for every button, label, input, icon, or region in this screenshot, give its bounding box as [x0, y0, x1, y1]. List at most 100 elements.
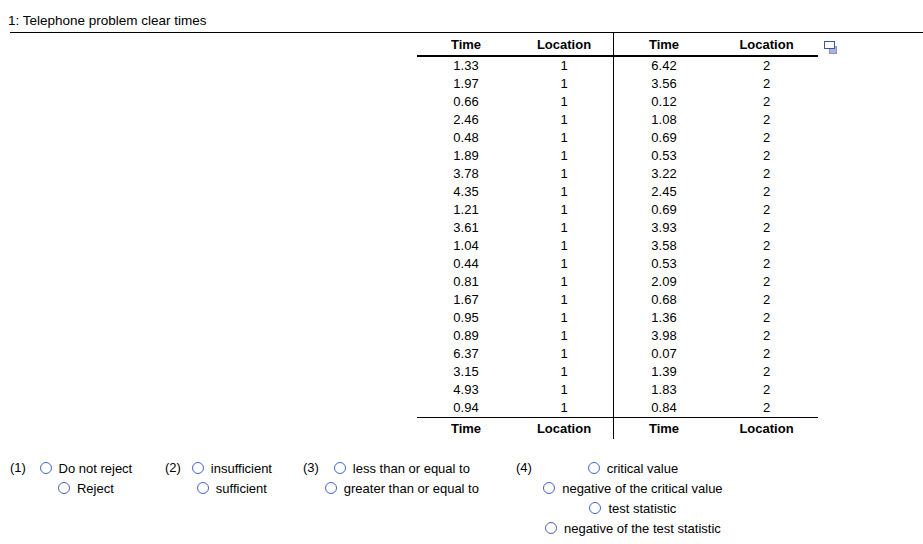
table-cell: 1 — [515, 147, 613, 165]
table-cell: 3.98 — [613, 327, 715, 345]
column-footer-time-2: Time — [613, 421, 715, 436]
question-1: (1) Do not reject Reject — [10, 458, 140, 498]
radio-option-negative-of-the-test-statistic[interactable]: negative of the test statistic — [545, 518, 721, 538]
table-cell: 3.93 — [613, 219, 715, 237]
table-cell: 2.46 — [417, 111, 515, 129]
radio-option-sufficient[interactable]: sufficient — [197, 478, 267, 498]
table-cell: 0.48 — [417, 129, 515, 147]
table-cell: 1 — [515, 201, 613, 219]
table-cell: 4.35 — [417, 183, 515, 201]
table-row: 0.6610.122 — [417, 93, 818, 111]
radio-label: test statistic — [608, 501, 676, 516]
table-row: 0.8913.982 — [417, 327, 818, 345]
table-cell: 2 — [715, 399, 818, 417]
table-cell: 1.39 — [613, 363, 715, 381]
table-cell: 1 — [515, 255, 613, 273]
radio-option-test-statistic[interactable]: test statistic — [589, 498, 676, 518]
table-row: 3.7813.222 — [417, 165, 818, 183]
table-cell: 2 — [715, 201, 818, 219]
table-cell: 0.68 — [613, 291, 715, 309]
table-cell: 0.81 — [417, 273, 515, 291]
column-header-location-2: Location — [715, 37, 818, 52]
table-cell: 1 — [515, 345, 613, 363]
radio-option-reject[interactable]: Reject — [58, 478, 114, 498]
table-cell: 2 — [715, 147, 818, 165]
table-cell: 1.97 — [417, 75, 515, 93]
radio-icon[interactable] — [58, 482, 70, 494]
radio-icon[interactable] — [545, 522, 557, 534]
question-4-options: critical value negative of the critical … — [538, 458, 728, 538]
column-header-time-2: Time — [613, 37, 715, 52]
table-cell: 1 — [515, 363, 613, 381]
table-cell: 1 — [515, 165, 613, 183]
table-cell: 3.56 — [613, 75, 715, 93]
radio-label: Reject — [77, 481, 114, 496]
table-row: 1.3316.422 — [417, 57, 818, 75]
radio-option-critical-value[interactable]: critical value — [588, 458, 679, 478]
table-cell: 6.42 — [613, 57, 715, 75]
radio-icon[interactable] — [543, 482, 555, 494]
table-row: 3.6113.932 — [417, 219, 818, 237]
radio-option-greater-than-or-equal-to[interactable]: greater than or equal to — [325, 478, 479, 498]
page-title: 1: Telephone problem clear times — [8, 13, 207, 28]
question-1-number: (1) — [10, 458, 26, 478]
table-cell: 0.44 — [417, 255, 515, 273]
table-cell: 2 — [715, 111, 818, 129]
duplicate-window-icon[interactable] — [824, 41, 840, 56]
table-cell: 0.07 — [613, 345, 715, 363]
table-cell: 1 — [515, 309, 613, 327]
radio-label: negative of the test statistic — [564, 521, 721, 536]
table-cell: 1 — [515, 291, 613, 309]
table-header-row: Time Location Time Location — [417, 33, 818, 57]
radio-option-negative-of-the-critical-value[interactable]: negative of the critical value — [543, 478, 722, 498]
table-cell: 2 — [715, 57, 818, 75]
table-cell: 1.36 — [613, 309, 715, 327]
table-cell: 2.09 — [613, 273, 715, 291]
radio-icon[interactable] — [192, 462, 204, 474]
column-footer-location-1: Location — [515, 421, 613, 436]
question-4-number: (4) — [516, 458, 532, 478]
table-cell: 2 — [715, 93, 818, 111]
radio-label: critical value — [607, 461, 679, 476]
table-body: 1.3316.4221.9713.5620.6610.1222.4611.082… — [417, 57, 818, 417]
radio-icon[interactable] — [325, 482, 337, 494]
table-cell: 2 — [715, 165, 818, 183]
table-cell: 1.04 — [417, 237, 515, 255]
table-cell: 0.12 — [613, 93, 715, 111]
question-1-options: Do not reject Reject — [32, 458, 140, 498]
table-cell: 3.61 — [417, 219, 515, 237]
radio-option-do-not-reject[interactable]: Do not reject — [40, 458, 133, 478]
table-cell: 0.95 — [417, 309, 515, 327]
table-row: 6.3710.072 — [417, 345, 818, 363]
radio-icon[interactable] — [588, 462, 600, 474]
table-cell: 1.21 — [417, 201, 515, 219]
table-cell: 3.78 — [417, 165, 515, 183]
table-cell: 6.37 — [417, 345, 515, 363]
table-cell: 0.66 — [417, 93, 515, 111]
table-cell: 2 — [715, 129, 818, 147]
table-row: 4.3512.452 — [417, 183, 818, 201]
table-cell: 1 — [515, 129, 613, 147]
radio-icon[interactable] — [589, 502, 601, 514]
table-cell: 1 — [515, 93, 613, 111]
radio-option-less-than-or-equal-to[interactable]: less than or equal to — [334, 458, 470, 478]
radio-option-insufficient[interactable]: insufficient — [192, 458, 272, 478]
column-header-location-1: Location — [515, 37, 613, 52]
radio-icon[interactable] — [40, 462, 52, 474]
table-row: 0.4810.692 — [417, 129, 818, 147]
table-cell: 2 — [715, 183, 818, 201]
duplicate-window-icon-front — [824, 41, 835, 49]
question-3: (3) less than or equal to greater than o… — [303, 458, 479, 498]
table-cell: 0.69 — [613, 129, 715, 147]
question-3-options: less than or equal to greater than or eq… — [325, 458, 479, 498]
radio-icon[interactable] — [334, 462, 346, 474]
table-row: 1.6710.682 — [417, 291, 818, 309]
table-cell: 0.94 — [417, 399, 515, 417]
radio-label: negative of the critical value — [562, 481, 722, 496]
table-cell: 3.58 — [613, 237, 715, 255]
radio-icon[interactable] — [197, 482, 209, 494]
table-cell: 1.67 — [417, 291, 515, 309]
table-cell: 2 — [715, 381, 818, 399]
table-footer-row: Time Location Time Location — [417, 417, 818, 439]
table-cell: 3.15 — [417, 363, 515, 381]
